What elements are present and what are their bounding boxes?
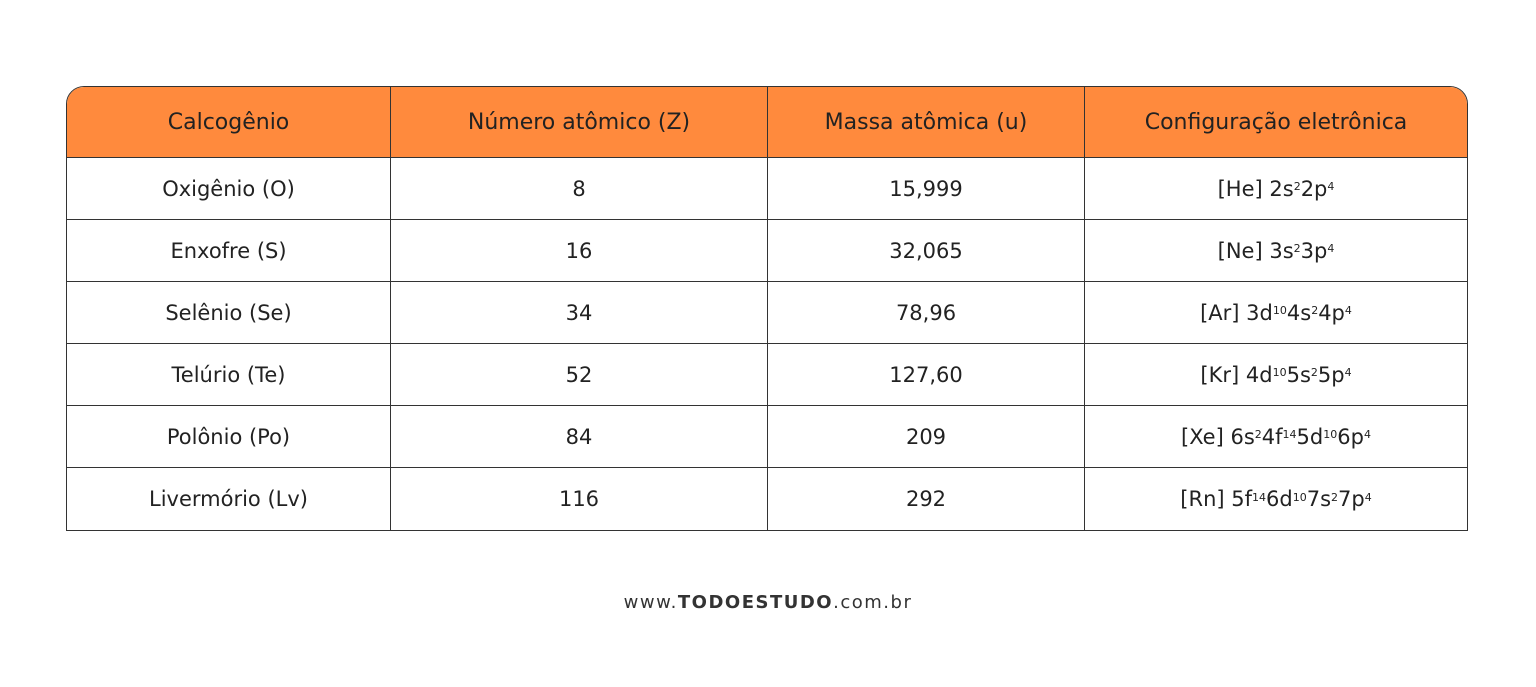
config-base: [Xe] 6s [1181, 424, 1255, 449]
cell-text: Polônio (Po) [67, 406, 391, 468]
config-base: [He] 2s [1217, 176, 1294, 201]
config-base: 6p [1337, 424, 1364, 449]
config-sup: 2 [1310, 366, 1318, 379]
config-sup: 14 [1252, 490, 1266, 504]
footer: www.TODOESTUDO.com.br [0, 592, 1536, 613]
config-sup: 2 [1293, 242, 1301, 255]
header-cell: Configuração eletrônica [1085, 87, 1467, 158]
cell-text: 34 [391, 282, 768, 344]
config-base: 5d [1296, 424, 1324, 449]
config-sup: 10 [1272, 304, 1287, 317]
cell-text: Telúrio (Te) [67, 344, 391, 406]
config-base: 4p [1318, 300, 1345, 325]
header-cell: Número atômico (Z) [391, 87, 768, 158]
header-cell: Massa atômica (u) [768, 87, 1085, 158]
footer-brand: TODOESTUDO [677, 592, 834, 613]
config-sup: 14 [1282, 428, 1297, 441]
config-base: 2p [1300, 176, 1328, 201]
config-base: 6d [1266, 487, 1293, 511]
cell-text: 8 [391, 158, 768, 220]
config-base: [Kr] 4d [1200, 362, 1273, 387]
cell-text: Livermório (Lv) [67, 468, 391, 530]
config-sup: 10 [1272, 366, 1287, 379]
config-base: [Ne] 3s [1217, 238, 1294, 263]
cell-text: Oxigênio (O) [67, 158, 391, 220]
config-sup: 10 [1323, 428, 1338, 441]
cell-text: 15,999 [768, 158, 1085, 220]
config-base: 7s [1306, 487, 1332, 511]
config-base: 4f [1261, 424, 1283, 449]
header-cell: Calcogênio [67, 87, 391, 158]
config-base: [Rn] 5f [1180, 487, 1252, 511]
cell-text: 209 [768, 406, 1085, 468]
config-sup: 4 [1344, 304, 1352, 317]
cell-text: 116 [391, 468, 768, 530]
config-sup: 4 [1327, 242, 1335, 255]
footer-suffix: .com.br [833, 592, 913, 613]
cell-text: Selênio (Se) [67, 282, 391, 344]
config-cell: [Ne] 3s 2 3p 4 [1085, 220, 1467, 282]
config-cell: [Rn] 5f 14 6d 10 7s 2 7p 4 [1085, 468, 1467, 530]
config-sup: 2 [1331, 490, 1339, 504]
config-cell: [Ar] 3d 10 4s 2 4p 4 [1085, 282, 1467, 344]
config-sup: 2 [1254, 428, 1262, 441]
config-base: 5p [1317, 362, 1345, 387]
config-sup: 4 [1327, 180, 1335, 193]
config-base: 7p [1338, 487, 1365, 511]
config-base: 5s [1286, 362, 1311, 387]
cell-text: 84 [391, 406, 768, 468]
config-cell: [Xe] 6s 2 4f 14 5d 10 6p 4 [1085, 406, 1467, 468]
cell-text: Enxofre (S) [67, 220, 391, 282]
cell-text: 32,065 [768, 220, 1085, 282]
table: Calcogênio Número atômico (Z) Massa atômic… [66, 86, 1468, 531]
config-cell: [He] 2s 2 2p 4 [1085, 158, 1467, 220]
cell-text: 16 [391, 220, 768, 282]
config-base: 3p [1300, 238, 1328, 263]
config-sup: 4 [1364, 490, 1372, 504]
cell-text: 292 [768, 468, 1085, 530]
config-sup: 4 [1344, 366, 1352, 379]
config-sup: 10 [1292, 490, 1307, 504]
config-sup: 2 [1311, 304, 1319, 317]
config-cell: [Kr] 4d 10 5s 2 5p 4 [1085, 344, 1467, 406]
cell-text: 78,96 [768, 282, 1085, 344]
config-base: 4s [1286, 300, 1312, 325]
config-base: [Ar] 3d [1200, 300, 1273, 325]
cell-text: 52 [391, 344, 768, 406]
cell-text: 127,60 [768, 344, 1085, 406]
config-sup: 2 [1293, 180, 1301, 193]
config-sup: 4 [1363, 428, 1371, 441]
footer-prefix: www. [623, 592, 678, 613]
